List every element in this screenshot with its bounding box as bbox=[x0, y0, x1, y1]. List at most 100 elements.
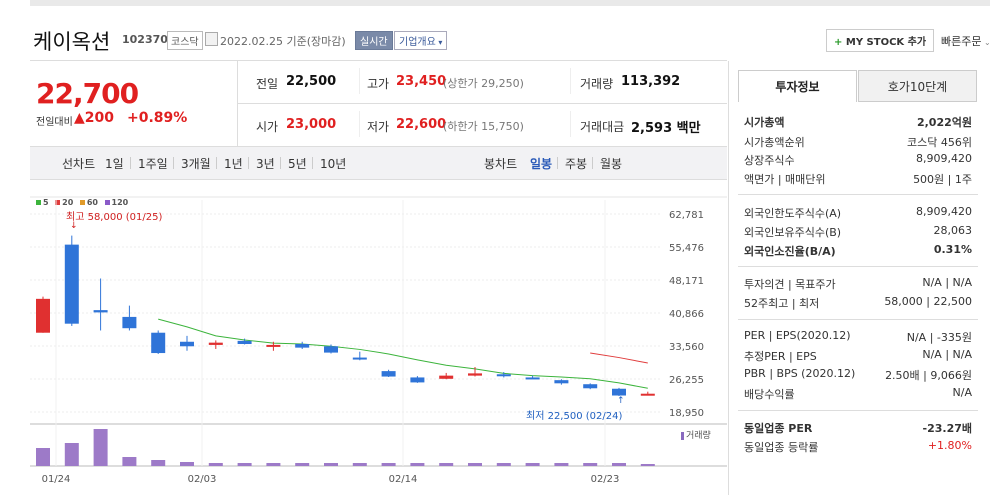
tab-3m[interactable]: 3개월 bbox=[181, 157, 211, 171]
invest-row-value: 58,000 | 22,500 bbox=[884, 295, 972, 308]
tab-3y[interactable]: 3년 bbox=[256, 157, 275, 171]
legend-label: 60 bbox=[86, 198, 98, 207]
y-tick-label: 18,950 bbox=[669, 408, 704, 419]
tab-line-chart[interactable]: 선차트 bbox=[62, 157, 96, 171]
quote-divider bbox=[359, 68, 360, 94]
volume-bar bbox=[208, 463, 223, 466]
base-date: 2022.02.25 기준(장마감) bbox=[220, 35, 346, 48]
candle-body bbox=[36, 298, 50, 333]
volume-bar bbox=[151, 460, 166, 466]
y-tick-label: 26,255 bbox=[669, 375, 704, 386]
candle-body bbox=[496, 374, 511, 377]
up-arrow-icon: ↑ bbox=[617, 396, 625, 406]
volume-legend: 거래량 bbox=[681, 428, 711, 441]
tab-separator bbox=[216, 157, 217, 169]
invest-row-label: 액면가 | 매매단위 bbox=[744, 173, 826, 186]
upper-limit: (상한가 29,250) bbox=[443, 77, 524, 90]
quote-row-divider bbox=[238, 103, 727, 104]
candle-body bbox=[640, 393, 655, 396]
quote-divider bbox=[570, 111, 571, 137]
document-icon bbox=[205, 32, 218, 46]
legend-swatch bbox=[104, 200, 110, 205]
volume-bar bbox=[554, 463, 569, 466]
invest-row-value: N/A | -335원 bbox=[906, 331, 972, 344]
invest-divider bbox=[738, 266, 978, 267]
company-overview-button[interactable]: 기업개요 ▾ bbox=[394, 31, 448, 50]
candle-body bbox=[583, 384, 598, 389]
high-label: 고가 bbox=[367, 77, 390, 91]
tab-weekly[interactable]: 주봉 bbox=[565, 157, 588, 171]
legend-label: 20 bbox=[62, 198, 74, 207]
tab-orderbook-10[interactable]: 호가10단계 bbox=[858, 70, 977, 102]
tab-1w[interactable]: 1주일 bbox=[138, 157, 168, 171]
invest-row-label: 52주최고 | 최저 bbox=[744, 297, 820, 310]
volume-bar bbox=[295, 463, 310, 466]
tab-5y[interactable]: 5년 bbox=[288, 157, 307, 171]
chevron-down-icon: ▾ bbox=[435, 38, 443, 47]
tab-1d[interactable]: 1일 bbox=[105, 157, 124, 171]
top-divider bbox=[30, 0, 990, 6]
y-tick-label: 33,560 bbox=[669, 342, 704, 353]
invest-divider bbox=[738, 319, 978, 320]
x-tick-label: 01/24 bbox=[42, 474, 71, 485]
realtime-button[interactable]: 실시간 bbox=[355, 31, 393, 50]
lower-limit: (하한가 15,750) bbox=[443, 120, 524, 133]
legend-ma5: 5 bbox=[36, 198, 49, 207]
candle-body bbox=[295, 344, 310, 348]
quick-order-button[interactable]: 빠른주문 ⌄ bbox=[941, 33, 991, 49]
y-tick-label: 40,866 bbox=[669, 309, 704, 320]
up-triangle-icon: ▲ bbox=[74, 110, 85, 126]
tab-daily[interactable]: 일봉 bbox=[530, 157, 553, 171]
tab-1y[interactable]: 1년 bbox=[224, 157, 243, 171]
tab-invest-info[interactable]: 투자정보 bbox=[738, 70, 857, 102]
down-arrow-icon: ↓ bbox=[70, 221, 78, 231]
chevron-down-icon: ⌄ bbox=[981, 38, 991, 47]
x-tick-label: 02/14 bbox=[389, 474, 418, 485]
chart-period-tabs: 선차트 1일 1주일 3개월 1년 3년 5년 10년 봉차트 일봉 주봉 월봉 bbox=[30, 146, 727, 180]
quick-order-label: 빠른주문 bbox=[941, 35, 982, 48]
tab-monthly[interactable]: 월봉 bbox=[600, 157, 623, 171]
quote-divider bbox=[359, 111, 360, 137]
volume-label: 거래량 bbox=[580, 77, 614, 91]
low-annotation: 최저 22,500 (02/24) bbox=[526, 411, 623, 422]
volume-bar bbox=[439, 463, 454, 466]
change-value: ▲200 bbox=[74, 110, 114, 126]
chart-grid bbox=[30, 196, 727, 467]
candle-body bbox=[525, 377, 540, 380]
volume-bar bbox=[468, 463, 482, 466]
invest-row-label: 배당수익률 bbox=[744, 388, 795, 401]
company-overview-label: 기업개요 bbox=[399, 37, 436, 48]
candle-body bbox=[468, 373, 482, 376]
tab-separator bbox=[557, 157, 558, 169]
legend-ma20: 20 bbox=[55, 198, 73, 207]
amount-label: 거래대금 bbox=[580, 120, 625, 134]
invest-divider bbox=[738, 410, 978, 411]
candle-body bbox=[410, 377, 425, 383]
low-value: 22,600 bbox=[396, 117, 447, 132]
header-divider bbox=[30, 60, 727, 61]
plus-icon: + bbox=[834, 37, 843, 48]
tab-10y[interactable]: 10년 bbox=[320, 157, 347, 171]
high-value: 23,450 bbox=[396, 74, 447, 89]
volume-bar bbox=[122, 457, 137, 466]
legend-label: 5 bbox=[43, 198, 49, 207]
invest-row-label: 추정PER | EPS bbox=[744, 350, 817, 363]
candle-body bbox=[64, 244, 79, 324]
tab-candle-chart[interactable]: 봉차트 bbox=[484, 157, 518, 171]
amount-value: 2,593 백만 bbox=[631, 121, 701, 136]
invest-row-value: 2,022억원 bbox=[916, 116, 972, 129]
invest-row-value: 코스닥 456위 bbox=[907, 136, 972, 149]
volume-bar bbox=[324, 463, 338, 466]
volume-bar bbox=[180, 462, 194, 466]
change-percent: +0.89% bbox=[127, 110, 188, 126]
quote-divider bbox=[570, 68, 571, 94]
invest-row-label: 상장주식수 bbox=[744, 154, 795, 167]
chart-legend: 5 20 60 120 bbox=[36, 198, 132, 207]
stock-code: 102370 bbox=[122, 33, 168, 46]
ma5-line bbox=[158, 318, 648, 389]
invest-row-value: 0.31% bbox=[933, 243, 972, 256]
price-chart: 62,781 55,476 48,171 40,866 33,560 26,255 18,9… bbox=[30, 196, 727, 485]
invest-row-value: N/A | N/A bbox=[922, 276, 972, 289]
x-tick-label: 02/03 bbox=[188, 474, 217, 485]
add-mystock-button[interactable]: + MY STOCK 추가 bbox=[826, 29, 935, 52]
